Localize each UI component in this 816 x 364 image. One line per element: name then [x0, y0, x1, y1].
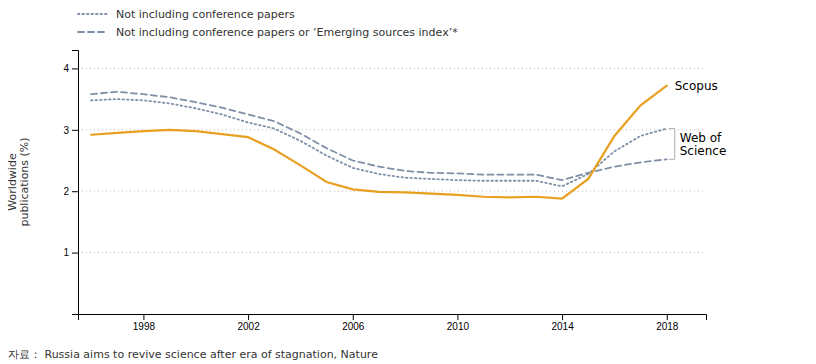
tick-mark	[353, 314, 354, 320]
legend-label: Not including conference papers or ‘Emer…	[116, 26, 458, 39]
tick-mark	[72, 191, 78, 192]
y-tick: 4	[63, 63, 78, 74]
tick-mark	[562, 314, 563, 320]
line	[91, 92, 667, 180]
x-tick: 1998	[133, 314, 156, 332]
line	[91, 99, 667, 186]
legend-swatch	[78, 31, 108, 33]
tick-mark	[143, 314, 144, 320]
tick-label: 1	[63, 247, 69, 258]
x-tick: 2006	[342, 314, 365, 332]
legend: Not including conference papers Not inclu…	[78, 8, 458, 39]
tick-label: 4	[63, 63, 69, 74]
source-note: 자료： Russia aims to revive science after …	[8, 348, 378, 361]
bracket-line	[669, 159, 675, 160]
tick-label: 2014	[551, 321, 574, 332]
bracket	[669, 129, 675, 160]
text-line: Web of	[680, 131, 722, 145]
y-tick: 1	[63, 247, 78, 258]
tick-mark	[667, 314, 668, 320]
tick-mark	[72, 253, 78, 254]
axis-line	[79, 315, 707, 321]
tick-mark	[72, 68, 78, 69]
y-axis-title: Worldwidepublications (%)	[6, 137, 31, 226]
grid-line	[78, 68, 706, 69]
tick-label: 2	[63, 186, 69, 197]
tick-mark	[457, 314, 458, 320]
bracket-line	[669, 128, 675, 129]
text-line: Worldwide	[6, 153, 19, 211]
line	[91, 86, 667, 199]
y-tick: 3	[63, 125, 78, 136]
tick-mark	[72, 130, 78, 131]
text-line: Science	[680, 144, 727, 158]
grid	[78, 68, 706, 252]
x-tick: 2014	[551, 314, 574, 332]
chart: 1998 2002 2006 2010 2014 2018 1 2 3 4 Worldwidepub…	[0, 0, 816, 364]
annotation: Web ofScience	[680, 131, 727, 158]
x-tick: 2002	[237, 314, 260, 332]
bracket-line	[674, 129, 675, 160]
legend-swatch	[78, 13, 108, 15]
x-tick: 2018	[656, 314, 679, 332]
axis-line	[72, 51, 79, 315]
tick-label: 3	[63, 125, 69, 136]
legend-label: Not including conference papers	[116, 8, 295, 21]
tick-label: 2002	[237, 321, 260, 332]
tick-label: 2018	[656, 321, 679, 332]
y-axis: 1 2 3 4	[63, 51, 78, 315]
tick-mark	[248, 314, 249, 320]
x-tick: 2010	[447, 314, 470, 332]
x-axis: 1998 2002 2006 2010 2014 2018	[79, 314, 707, 332]
y-tick: 2	[63, 186, 78, 197]
grid-line	[78, 252, 706, 253]
text-line: publications (%)	[18, 137, 31, 226]
tick-label: 2010	[447, 321, 470, 332]
tick-label: 1998	[133, 321, 156, 332]
plot-area	[91, 86, 667, 199]
tick-label: 2006	[342, 321, 365, 332]
series-label: Scopus	[675, 79, 718, 93]
